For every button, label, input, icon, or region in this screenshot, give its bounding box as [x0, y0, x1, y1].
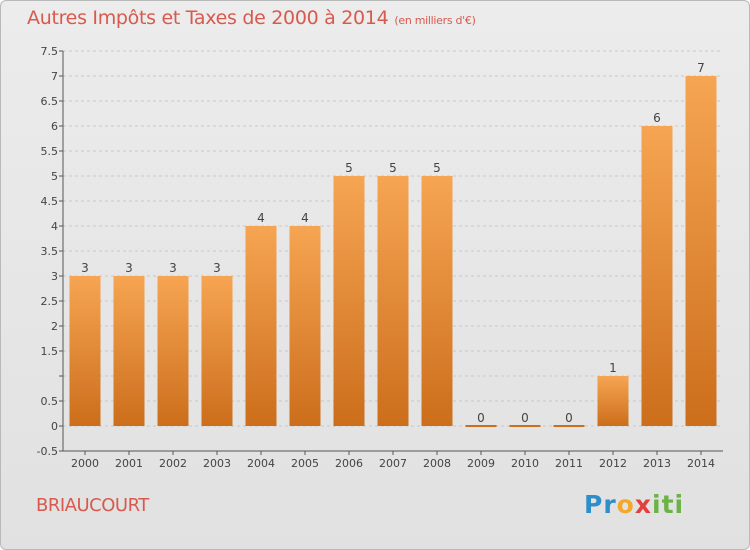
- y-tick-label: 1.5: [41, 345, 59, 358]
- data-label: 7: [697, 61, 705, 75]
- logo-letter: o: [616, 490, 635, 519]
- bar: [641, 126, 673, 426]
- y-tick-label: 0.5: [41, 395, 59, 408]
- logo-letter: i: [674, 490, 685, 519]
- x-tick-label: 2003: [203, 457, 231, 470]
- data-label: 5: [433, 161, 441, 175]
- x-tick-label: 2001: [115, 457, 143, 470]
- data-label: 0: [521, 411, 529, 425]
- logo-letter: i: [652, 490, 662, 519]
- bar: [245, 226, 277, 426]
- bar: [553, 425, 585, 427]
- y-tick-label: 5: [51, 170, 58, 183]
- x-tick-label: 2013: [643, 457, 671, 470]
- x-tick-label: 2007: [379, 457, 407, 470]
- bar: [377, 176, 409, 426]
- bar: [289, 226, 321, 426]
- chart-subtitle: (en milliers d'€): [394, 14, 476, 27]
- y-tick-label: 2.5: [41, 295, 59, 308]
- bar: [157, 276, 189, 426]
- bar: [333, 176, 365, 426]
- logo-letter: x: [634, 490, 652, 519]
- x-tick-label: 2002: [159, 457, 187, 470]
- data-label: 3: [213, 261, 221, 275]
- logo-letter: r: [603, 490, 617, 519]
- y-tick-label: -0.5: [37, 445, 58, 458]
- data-label: 1: [609, 361, 617, 375]
- bar: [597, 376, 629, 426]
- data-label: 0: [565, 411, 573, 425]
- y-tick-label: 4.5: [41, 195, 59, 208]
- x-tick-label: 2010: [511, 457, 539, 470]
- bar: [69, 276, 101, 426]
- chart-title-text: Autres Impôts et Taxes de 2000 à 2014: [27, 7, 389, 29]
- axes: -0.5 0 0.5 1.5 2 2.5 3 3.5 4 4.5 5 5.5 6 6.5 7 7.5 2000 2…: [37, 45, 723, 470]
- logo-letter: t: [661, 490, 675, 519]
- data-label: 4: [301, 211, 309, 225]
- y-tick-label: 2: [51, 320, 58, 333]
- y-tick-label: 4: [51, 220, 58, 233]
- data-label: 3: [125, 261, 133, 275]
- data-label: 6: [653, 111, 661, 125]
- logo-letter: P: [584, 490, 604, 519]
- chart-title: Autres Impôts et Taxes de 2000 à 2014 (en…: [27, 7, 476, 29]
- x-tick-label: 2006: [335, 457, 363, 470]
- y-tick-label: 7: [51, 70, 58, 83]
- y-tick-label: 0: [51, 420, 58, 433]
- data-label: 4: [257, 211, 265, 225]
- x-tick-label: 2009: [467, 457, 495, 470]
- x-tick-label: 2012: [599, 457, 627, 470]
- data-label: 3: [169, 261, 177, 275]
- bar: [685, 76, 717, 426]
- bars: [69, 76, 717, 427]
- location-name: BRIAUCOURT: [36, 495, 149, 516]
- y-tick-label: 7.5: [41, 45, 59, 58]
- x-tick-label: 2005: [291, 457, 319, 470]
- data-label: 3: [81, 261, 89, 275]
- x-tick-label: 2000: [71, 457, 99, 470]
- x-tick-label: 2014: [687, 457, 715, 470]
- y-tick-label: 6.5: [41, 95, 59, 108]
- bar: [201, 276, 233, 426]
- bar: [113, 276, 145, 426]
- data-label: 5: [389, 161, 397, 175]
- x-tick-label: 2004: [247, 457, 275, 470]
- bar: [421, 176, 453, 426]
- data-labels: 3 3 3 3 4 4 5 5 5 0 0 0 1 6 7: [81, 61, 705, 425]
- data-label: 0: [477, 411, 485, 425]
- bar: [509, 425, 541, 427]
- y-tick-label: 3: [51, 270, 58, 283]
- x-tick-label: 2011: [555, 457, 583, 470]
- y-tick-label: 6: [51, 120, 58, 133]
- x-tick-label: 2008: [423, 457, 451, 470]
- data-label: 5: [345, 161, 353, 175]
- bar: [465, 425, 497, 427]
- proxiti-logo: Proxiti: [584, 490, 684, 519]
- y-tick-label: 5.5: [41, 145, 59, 158]
- y-tick-label: 3.5: [41, 245, 59, 258]
